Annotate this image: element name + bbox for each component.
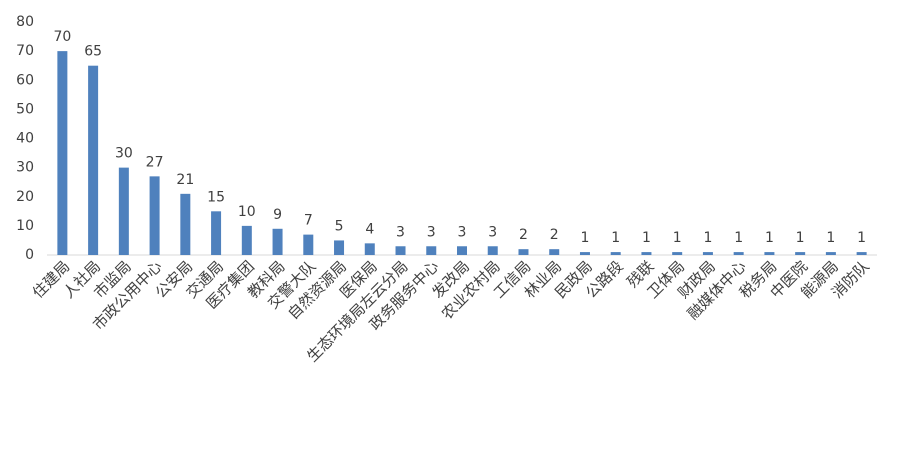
bar [856, 252, 867, 255]
y-tick-label: 40 [16, 131, 34, 147]
bar [702, 252, 713, 255]
value-label: 70 [53, 29, 71, 45]
bar [610, 252, 621, 255]
value-label: 1 [703, 230, 712, 246]
value-label: 30 [115, 146, 133, 162]
bar [641, 252, 652, 255]
value-label: 1 [765, 230, 774, 246]
value-label: 65 [84, 44, 102, 60]
bar [303, 234, 314, 255]
bar [487, 246, 498, 255]
value-label: 10 [238, 204, 256, 220]
value-label: 1 [857, 230, 866, 246]
bar [764, 252, 775, 255]
bar [241, 225, 252, 255]
bar [149, 176, 160, 255]
value-label: 15 [207, 189, 225, 205]
value-label: 1 [826, 230, 835, 246]
bar [364, 243, 375, 255]
value-label: 3 [396, 224, 405, 240]
value-label: 3 [427, 224, 436, 240]
value-label: 4 [365, 221, 374, 237]
y-tick-label: 50 [16, 101, 34, 117]
value-label: 1 [611, 230, 620, 246]
value-label: 1 [673, 230, 682, 246]
bar [334, 240, 345, 255]
bar [118, 167, 129, 255]
value-label: 2 [550, 227, 559, 243]
value-label: 7 [304, 213, 313, 229]
y-tick-label: 80 [16, 14, 34, 30]
bar [672, 252, 683, 255]
value-label: 2 [519, 227, 528, 243]
bar [518, 249, 529, 255]
bar [88, 65, 99, 255]
value-label: 1 [734, 230, 743, 246]
y-tick-label: 30 [16, 160, 34, 176]
value-label: 3 [458, 224, 467, 240]
value-label: 3 [488, 224, 497, 240]
bar [272, 228, 283, 255]
bar [426, 246, 437, 255]
value-label: 27 [146, 154, 164, 170]
y-tick-label: 20 [16, 189, 34, 205]
value-label: 1 [581, 230, 590, 246]
value-label: 21 [176, 172, 194, 188]
y-tick-label: 60 [16, 72, 34, 88]
value-label: 9 [273, 207, 282, 223]
value-label: 1 [642, 230, 651, 246]
y-tick-label: 10 [16, 218, 34, 234]
value-label: 1 [796, 230, 805, 246]
bar [57, 51, 68, 255]
bar [825, 252, 836, 255]
bar [180, 193, 191, 255]
value-label: 5 [335, 218, 344, 234]
bar [395, 246, 406, 255]
bar [795, 252, 806, 255]
y-tick-label: 0 [25, 247, 34, 263]
bar [733, 252, 744, 255]
bar [579, 252, 590, 255]
bar [549, 249, 560, 255]
y-tick-label: 70 [16, 43, 34, 59]
bar [211, 211, 222, 255]
bar [457, 246, 467, 255]
